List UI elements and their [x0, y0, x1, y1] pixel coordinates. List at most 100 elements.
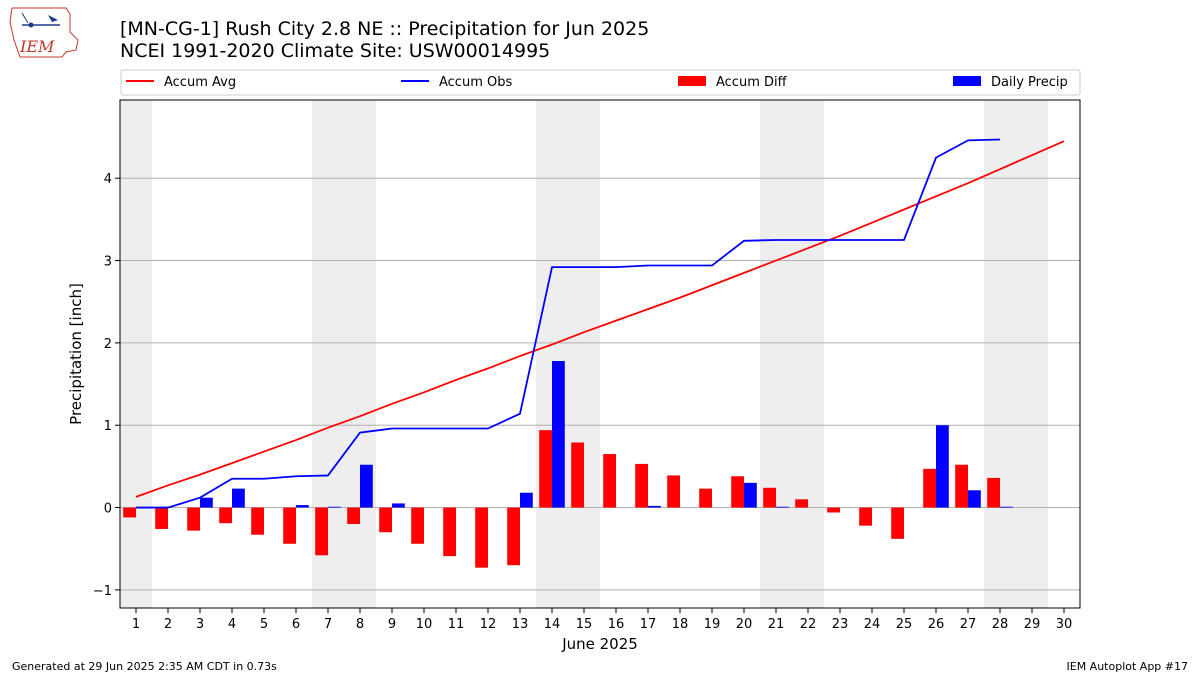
accum-obs-line — [136, 138, 1001, 509]
accum-diff-bar — [379, 507, 392, 533]
daily-precip-bar — [648, 505, 661, 508]
x-tick-label: 29 — [1024, 617, 1041, 632]
x-tick-label: 14 — [544, 617, 561, 632]
x-tick-label: 16 — [608, 617, 625, 632]
x-tick-label: 30 — [1056, 617, 1073, 632]
daily-precip-bar — [328, 506, 341, 508]
iem-logo: IEM — [9, 7, 79, 58]
accum-diff-bar — [635, 463, 648, 508]
daily-precip-bar — [392, 503, 405, 508]
accum-diff-bar — [411, 507, 424, 544]
y-tick-label: −1 — [93, 584, 112, 599]
daily-precip-bar — [744, 482, 757, 508]
x-tick-label: 25 — [896, 617, 913, 632]
daily-precip-bar — [776, 506, 789, 508]
daily-precip-bar — [1000, 506, 1013, 508]
y-tick-label: 4 — [104, 172, 112, 187]
x-tick-label: 10 — [416, 617, 433, 632]
accum-diff-bar — [891, 507, 904, 539]
x-tick-label: 5 — [260, 617, 268, 632]
legend-label: Daily Precip — [991, 75, 1068, 90]
x-tick-label: 21 — [768, 617, 785, 632]
x-tick-label: 7 — [324, 617, 332, 632]
accum-diff-bar — [187, 507, 200, 531]
x-tick-label: 13 — [512, 617, 529, 632]
x-tick-label: 20 — [736, 617, 753, 632]
legend-label: Accum Obs — [439, 75, 512, 90]
x-axis-label: June 2025 — [561, 635, 638, 653]
weekend-band — [984, 100, 1048, 608]
x-tick-label: 17 — [640, 617, 657, 632]
accum-diff-bar — [507, 507, 520, 566]
accum-diff-bar — [219, 507, 232, 524]
x-tick-label: 18 — [672, 617, 689, 632]
x-tick-label: 11 — [448, 617, 465, 632]
daily-precip-bar — [520, 492, 533, 508]
accum-diff-bar — [155, 507, 168, 529]
footer-generated: Generated at 29 Jun 2025 2:35 AM CDT in … — [12, 660, 277, 673]
accum-diff-bar — [539, 430, 552, 508]
accum-diff-bar — [731, 476, 744, 508]
accum-diff-bar — [603, 454, 616, 508]
x-tick-label: 9 — [388, 617, 396, 632]
accum-diff-bar — [283, 507, 296, 544]
accum-diff-bar — [443, 507, 456, 557]
footer-app: IEM Autoplot App #17 — [1066, 660, 1189, 673]
daily-precip-bar — [552, 360, 565, 508]
weekend-band — [120, 100, 152, 608]
x-tick-label: 12 — [480, 617, 497, 632]
x-tick-label: 28 — [992, 617, 1009, 632]
daily-precip-bar — [968, 490, 981, 508]
y-tick-label: 0 — [104, 502, 112, 517]
accum-diff-bar — [763, 487, 776, 508]
x-tick-label: 4 — [228, 617, 236, 632]
x-tick-label: 22 — [800, 617, 817, 632]
accum-diff-bar — [571, 442, 584, 508]
x-tick-label: 26 — [928, 617, 945, 632]
logo-text: IEM — [19, 37, 55, 56]
accum-diff-bar — [667, 475, 680, 508]
legend-swatch-bar — [678, 76, 706, 86]
y-tick-label: 2 — [104, 337, 112, 352]
legend-label: Accum Diff — [716, 75, 788, 90]
weekend-band — [760, 100, 824, 608]
x-tick-label: 8 — [356, 617, 364, 632]
accum-diff-bar — [315, 507, 328, 556]
accum-avg-line — [135, 140, 1065, 498]
accum-diff-bar — [827, 507, 840, 513]
x-tick-label: 24 — [864, 617, 881, 632]
x-tick-label: 19 — [704, 617, 721, 632]
accum-diff-bar — [251, 507, 264, 535]
plot-frame — [119, 99, 1081, 609]
x-tick-label: 27 — [960, 617, 977, 632]
daily-precip-bar — [232, 488, 245, 508]
y-tick-label: 3 — [104, 255, 112, 270]
x-tick-label: 1 — [132, 617, 140, 632]
legend: Accum Avg Accum Obs Accum Diff Daily Precip — [120, 69, 1081, 96]
legend-label: Accum Avg — [164, 75, 236, 90]
daily-precip-bar — [200, 497, 213, 508]
weekend-band — [536, 100, 600, 608]
accum-diff-bar — [955, 464, 968, 508]
chart-title: [MN-CG-1] Rush City 2.8 NE :: Precipitat… — [120, 18, 649, 40]
chart-subtitle: NCEI 1991-2020 Climate Site: USW00014995 — [120, 40, 550, 62]
x-tick-label: 2 — [164, 617, 172, 632]
x-tick-label: 23 — [832, 617, 849, 632]
accum-diff-bar — [923, 468, 936, 508]
daily-precip-bar — [296, 505, 309, 508]
accum-diff-bar — [795, 499, 808, 508]
accum-diff-bar — [347, 507, 360, 525]
x-tick-label: 15 — [576, 617, 593, 632]
y-tick-label: 1 — [104, 419, 112, 434]
accum-diff-bar — [859, 507, 872, 526]
y-axis-label: Precipitation [inch] — [67, 283, 85, 425]
daily-precip-bar — [360, 464, 373, 508]
accum-diff-bar — [987, 477, 1000, 508]
daily-precip-bar — [936, 425, 949, 508]
accum-diff-bar — [699, 488, 712, 508]
legend-swatch-bar — [953, 76, 981, 86]
x-tick-label: 3 — [196, 617, 204, 632]
x-tick-label: 6 — [292, 617, 300, 632]
accum-diff-bar — [123, 507, 136, 518]
